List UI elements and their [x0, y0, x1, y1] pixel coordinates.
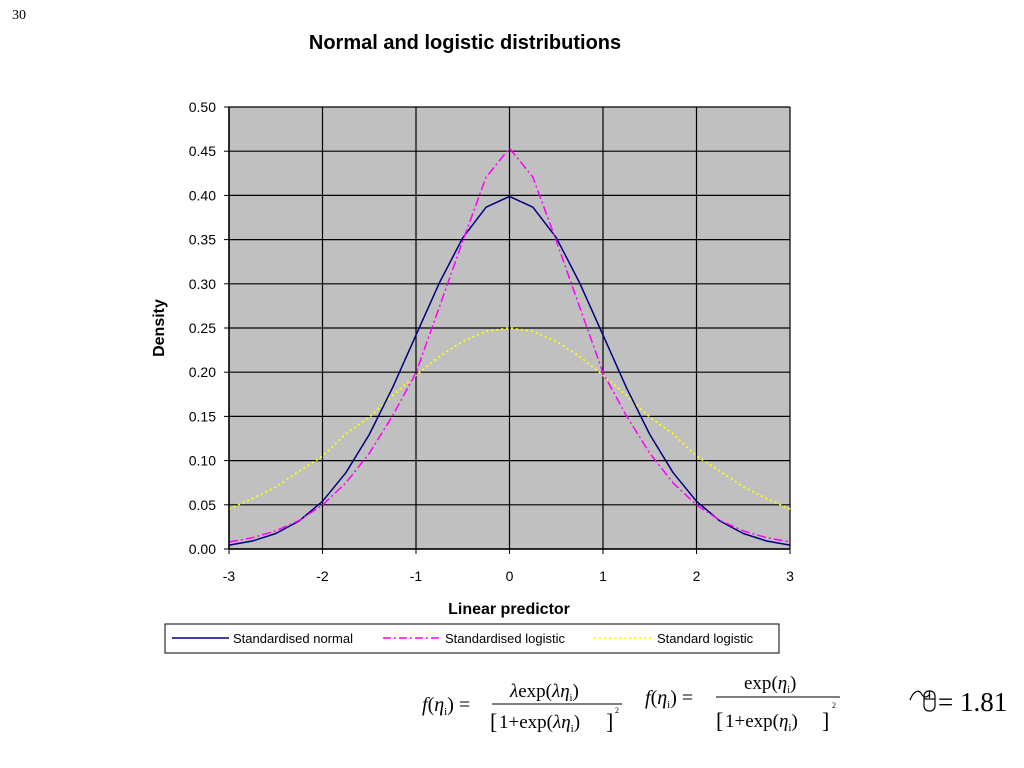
y-tick-label: 0.15 — [189, 408, 216, 424]
formula-lambda-logistic: f(ηi) = λexp(ληi) [ 1+exp(ληi) ] 2 — [422, 681, 622, 735]
x-tick-label: 2 — [693, 568, 701, 584]
lambda-glyph-icon — [909, 690, 936, 712]
formula-left-num-eta: η — [560, 681, 569, 702]
formula-left-num-sub: i — [570, 693, 573, 704]
formula-left-power: 2 — [615, 706, 619, 715]
formula-left-num-exp: exp — [518, 681, 545, 702]
series-line-standardised-normal — [228, 195, 791, 546]
x-tick-label: -2 — [316, 568, 329, 584]
svg-text:λexp(ληi): λexp(ληi) — [509, 681, 579, 704]
x-tick-label: 1 — [599, 568, 607, 584]
formula-right-power: 2 — [832, 701, 836, 710]
svg-text:[: [ — [490, 709, 497, 734]
axes — [224, 106, 791, 554]
svg-text:exp(ηi): exp(ηi) — [744, 673, 796, 696]
formula-left-num-lambda2: λ — [551, 681, 560, 702]
y-tick-label: 0.45 — [189, 143, 216, 159]
x-tick-labels: -3 -2 -1 0 1 2 3 — [223, 568, 794, 584]
legend-label-standardised-normal: Standardised normal — [233, 631, 353, 646]
y-tick-labels: 0.00 0.05 0.10 0.15 0.20 0.25 0.30 0.35 0.40 0.45… — [189, 99, 216, 557]
formula-left-eta: η — [434, 694, 444, 716]
y-tick-label: 0.00 — [189, 541, 216, 557]
formula-right-num-exp: exp — [744, 673, 771, 694]
formula-left-sub: i — [444, 706, 447, 718]
series-lines — [228, 147, 791, 546]
y-tick-label: 0.35 — [189, 232, 216, 248]
y-tick-label: 0.25 — [189, 320, 216, 336]
legend: Standardised normal Standardised logisti… — [164, 623, 780, 654]
y-tick-label: 0.50 — [189, 99, 216, 115]
formula-left-f: f — [422, 694, 430, 716]
lambda-value-text: = 1.81 — [938, 687, 1007, 717]
formula-left-den-lambda: λ — [552, 712, 561, 733]
formula-right-f: f — [645, 687, 653, 709]
legend-label-standard-logistic: Standard logistic — [657, 631, 754, 646]
y-tick-label: 0.20 — [189, 364, 216, 380]
y-axis-title: Density — [151, 299, 168, 357]
lambda-value: = 1.81 — [909, 687, 1007, 717]
svg-text:[: [ — [716, 708, 723, 733]
svg-text:]: ] — [606, 709, 613, 734]
formula-standard-logistic: f(ηi) = exp(ηi) [ 1+exp(ηi) ] 2 — [645, 673, 840, 734]
svg-text:f(ηi) =: f(ηi) = — [422, 694, 470, 718]
x-tick-label: 3 — [786, 568, 794, 584]
formula-left-den-eta: η — [561, 712, 570, 733]
legend-box — [164, 623, 780, 654]
formula-right-num-eta: η — [778, 673, 787, 694]
formula-right-sub: i — [667, 699, 670, 711]
slide-number: 30 — [12, 8, 26, 23]
y-tick-label: 0.05 — [189, 497, 216, 513]
svg-text:1+exp(ηi): 1+exp(ηi) — [725, 711, 798, 734]
svg-text:f(ηi) =: f(ηi) = — [645, 687, 693, 711]
formula-right-eta: η — [657, 687, 667, 709]
svg-text:1+exp(ληi): 1+exp(ληi) — [499, 712, 580, 735]
x-tick-label: -1 — [410, 568, 423, 584]
y-tick-label: 0.10 — [189, 453, 216, 469]
x-tick-label: -3 — [223, 568, 236, 584]
legend-label-standardised-logistic: Standardised logistic — [445, 631, 565, 646]
y-tick-label: 0.40 — [189, 187, 216, 203]
svg-text:]: ] — [822, 708, 829, 733]
formula-left-den-sub: i — [571, 723, 574, 735]
x-axis-title: Linear predictor — [448, 601, 570, 618]
formula-right-den-eta: η — [779, 711, 788, 732]
formula-right-den-1plusexp: 1+exp — [725, 711, 773, 732]
formula-left-num-lambda: λ — [509, 681, 518, 702]
formula-left-den-1plusexp: 1+exp — [499, 712, 547, 733]
x-tick-label: 0 — [506, 568, 514, 584]
chart-title: Normal and logistic distributions — [309, 32, 621, 54]
y-tick-label: 0.30 — [189, 276, 216, 292]
formula-right-num-sub: i — [787, 685, 790, 696]
formula-right-den-sub: i — [788, 722, 791, 734]
